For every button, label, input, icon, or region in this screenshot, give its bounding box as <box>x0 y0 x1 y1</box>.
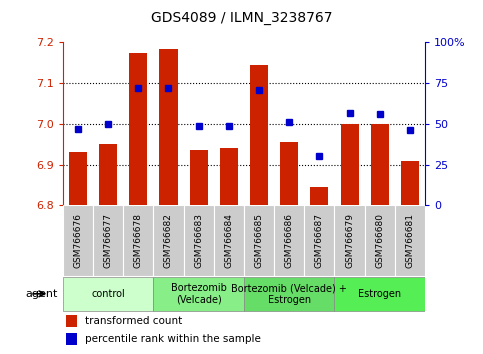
Bar <box>401 161 419 205</box>
Bar <box>123 205 154 276</box>
Bar <box>154 277 244 311</box>
Text: GSM766676: GSM766676 <box>73 213 83 268</box>
Bar <box>63 277 154 311</box>
Bar <box>154 205 184 276</box>
Bar <box>93 205 123 276</box>
Text: GSM766685: GSM766685 <box>255 213 264 268</box>
Text: transformed count: transformed count <box>85 316 182 326</box>
Bar <box>67 315 77 327</box>
Text: agent: agent <box>26 289 58 299</box>
Text: GSM766683: GSM766683 <box>194 213 203 268</box>
Bar <box>280 142 298 205</box>
Bar <box>274 205 304 276</box>
Bar <box>63 205 93 276</box>
Bar <box>334 205 365 276</box>
Text: Estrogen: Estrogen <box>358 289 401 299</box>
Text: control: control <box>91 289 125 299</box>
Bar <box>244 205 274 276</box>
Text: GSM766682: GSM766682 <box>164 213 173 268</box>
Bar <box>244 277 334 311</box>
Bar <box>189 150 208 205</box>
Bar <box>311 187 328 205</box>
Text: GSM766679: GSM766679 <box>345 213 354 268</box>
Bar <box>220 148 238 205</box>
Bar <box>213 205 244 276</box>
Text: Bortezomib
(Velcade): Bortezomib (Velcade) <box>170 283 227 305</box>
Text: percentile rank within the sample: percentile rank within the sample <box>85 334 260 344</box>
Bar <box>304 205 334 276</box>
Bar <box>184 205 213 276</box>
Text: GSM766686: GSM766686 <box>284 213 294 268</box>
Bar <box>334 277 425 311</box>
Text: Bortezomib (Velcade) +
Estrogen: Bortezomib (Velcade) + Estrogen <box>231 283 347 305</box>
Bar <box>129 53 147 205</box>
Text: GSM766687: GSM766687 <box>315 213 324 268</box>
Bar <box>69 153 87 205</box>
Bar <box>395 205 425 276</box>
Text: GDS4089 / ILMN_3238767: GDS4089 / ILMN_3238767 <box>151 11 332 25</box>
Text: GSM766684: GSM766684 <box>224 213 233 268</box>
Text: GSM766678: GSM766678 <box>134 213 143 268</box>
Bar <box>159 48 178 205</box>
Bar <box>99 144 117 205</box>
Bar <box>365 205 395 276</box>
Bar <box>371 124 389 205</box>
Text: GSM766681: GSM766681 <box>405 213 414 268</box>
Text: GSM766680: GSM766680 <box>375 213 384 268</box>
Bar <box>67 333 77 345</box>
Bar <box>250 65 268 205</box>
Text: GSM766677: GSM766677 <box>103 213 113 268</box>
Bar <box>341 124 358 205</box>
